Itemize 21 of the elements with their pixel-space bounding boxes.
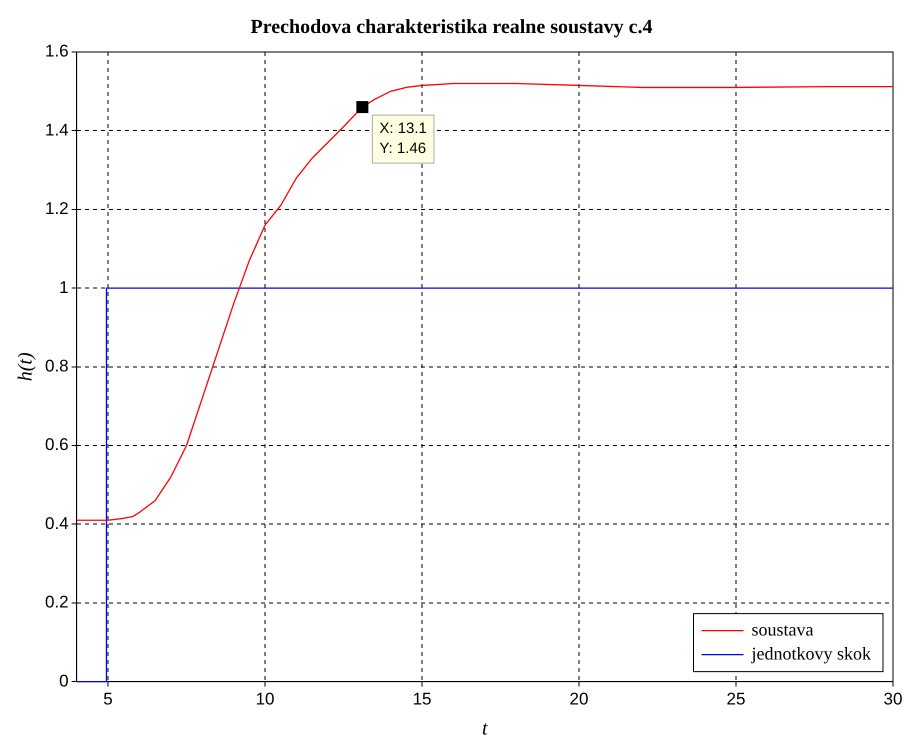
legend-label: soustava [752,619,814,640]
x-tick-label: 20 [570,689,588,708]
x-tick-label: 10 [256,689,274,708]
y-tick-label: 0.8 [44,356,69,376]
legend-label: jednotkovy skok [750,643,872,664]
y-tick-label: 0.2 [44,592,69,612]
y-tick-label: 0 [59,671,69,690]
y-tick-label: 1.2 [44,199,69,218]
y-tick-label: 0.6 [44,435,69,454]
x-tick-label: 30 [884,689,902,708]
y-tick-label: 1.4 [44,120,69,140]
chart-title: Prechodova charakteristika realne soustavy c.4 [250,16,653,38]
x-tick-label: 25 [726,689,746,708]
x-tick-label: 5 [103,689,113,708]
y-axis-title: h(t) [14,352,36,382]
y-tick-label: 1.6 [44,42,69,61]
x-axis-title: t [482,717,488,740]
x-tick-label: 15 [412,689,432,708]
y-tick-label: 1 [59,278,69,297]
annotation: X: 13.1 Y: 1.46 [379,120,427,158]
y-tick-label: 0.4 [44,514,69,533]
